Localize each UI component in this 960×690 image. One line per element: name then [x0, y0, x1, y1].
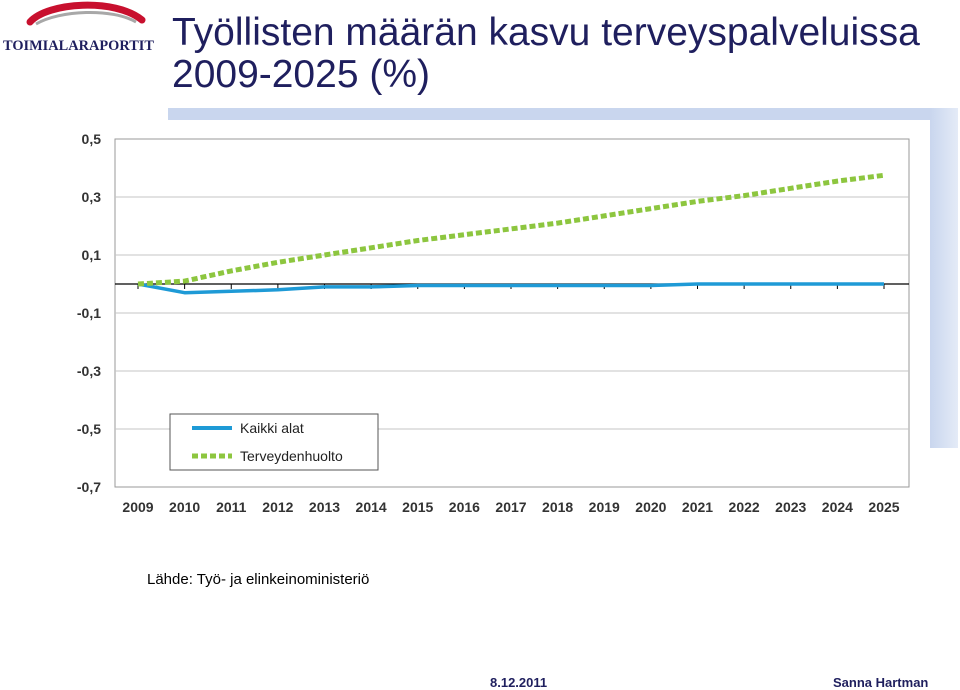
- y-tick-labels: 0,5 0,3 0,1 -0,1 -0,3 -0,5 -0,7: [77, 131, 101, 495]
- x-tick-labels: 2009 2010 2011 2012 2013 2014 2015 2016 2017 2018…: [122, 499, 899, 515]
- y-tick-label: 0,5: [82, 131, 102, 147]
- logo-text: TOIMIALARAPORTIT: [3, 38, 154, 54]
- y-tick-label: 0,1: [82, 247, 102, 263]
- page-title-line1: Työllisten määrän kasvu terveyspalveluis…: [172, 11, 920, 54]
- x-tick-label: 2017: [495, 499, 526, 515]
- y-tick-label: -0,1: [77, 305, 101, 321]
- x-tick-label: 2011: [216, 499, 247, 515]
- series-line-terveydenhuolto: [137, 172, 885, 287]
- page-title-line2: 2009-2025 (%): [172, 53, 430, 96]
- toimialaraportit-logo: TOIMIALARAPORTIT: [3, 1, 154, 54]
- x-tick-label: 2024: [822, 499, 853, 515]
- x-tick-label: 2019: [589, 499, 620, 515]
- chart-legend: Kaikki alat Terveydenhuolto: [169, 413, 379, 471]
- x-tick-label: 2016: [449, 499, 480, 515]
- legend-label-kaikki-alat: Kaikki alat: [240, 420, 304, 436]
- x-tick-label: 2010: [169, 499, 200, 515]
- x-tick-label: 2021: [682, 499, 713, 515]
- series-line-kaikki-alat: [137, 282, 884, 295]
- series-lines: [137, 172, 885, 295]
- y-tick-label: -0,5: [77, 421, 101, 437]
- x-tick-label: 2025: [868, 499, 899, 515]
- x-tick-label: 2014: [356, 499, 387, 515]
- x-tick-label: 2018: [542, 499, 573, 515]
- y-tick-label: -0,7: [77, 479, 101, 495]
- y-tick-label: -0,3: [77, 363, 101, 379]
- page-title: Työllisten määrän kasvu terveyspalveluis…: [172, 12, 942, 96]
- legend-box: [169, 413, 379, 471]
- source-note: Lähde: Työ- ja elinkeinoministeriö: [147, 571, 370, 588]
- legend-label-terveydenhuolto: Terveydenhuolto: [240, 448, 343, 464]
- x-tick-label: 2013: [309, 499, 340, 515]
- footer-date: 8.12.2011: [490, 675, 548, 690]
- y-tick-label: 0,3: [82, 189, 102, 205]
- x-tick-label: 2023: [775, 499, 806, 515]
- x-tick-label: 2022: [729, 499, 760, 515]
- x-tick-label: 2009: [122, 499, 153, 515]
- chart-shadow-top: [168, 108, 958, 120]
- x-tick-label: 2012: [262, 499, 293, 515]
- x-tick-label: 2015: [402, 499, 433, 515]
- footer-author: Sanna Hartman: [833, 675, 929, 690]
- x-tick-label: 2020: [635, 499, 666, 515]
- chart-shadow-right: [930, 108, 958, 448]
- employment-growth-chart: 0,50,30,1-0,1-0,3-0,5-0,7 2009 2010 2011 20…: [77, 108, 958, 515]
